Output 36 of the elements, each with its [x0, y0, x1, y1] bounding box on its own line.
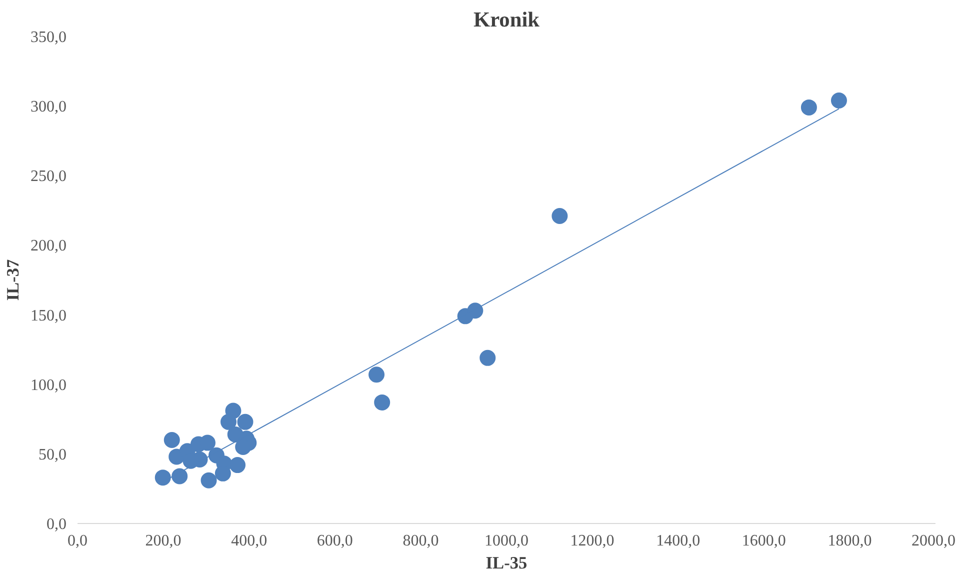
chart-title: Kronik — [474, 8, 540, 32]
y-tick-label: 200,0 — [30, 238, 66, 255]
point — [237, 414, 254, 430]
point — [467, 302, 484, 319]
y-tick-label: 0,0 — [46, 516, 66, 533]
x-tick-label: 800,0 — [402, 532, 439, 550]
x-tick-label: 2000,0 — [912, 532, 956, 550]
point — [368, 366, 385, 383]
point — [172, 468, 188, 484]
point — [154, 470, 171, 486]
point — [164, 432, 180, 448]
y-tick-label: 350,0 — [30, 29, 66, 46]
x-tick-label: 400,0 — [231, 532, 268, 550]
x-tick-label: 1400,0 — [656, 532, 700, 550]
point — [830, 92, 847, 108]
y-tick-label: 150,0 — [30, 307, 66, 324]
point — [552, 208, 568, 224]
y-axis-title: IL-37 — [4, 258, 22, 301]
x-tick-label: 1000,0 — [484, 532, 528, 550]
x-tick-label: 200,0 — [145, 532, 182, 550]
x-axis-title: IL-35 — [486, 554, 528, 572]
y-tick-label: 250,0 — [30, 168, 66, 186]
y-tick-label: 300,0 — [30, 98, 66, 116]
x-tick-label: 600,0 — [316, 532, 353, 550]
y-tick-label: 50,0 — [38, 446, 66, 464]
x-tick-label: 1200,0 — [570, 532, 614, 550]
x-tick-label: 1600,0 — [742, 532, 786, 550]
x-tick-label: 0,0 — [68, 532, 88, 550]
point — [200, 472, 217, 488]
y-tick-label: 100,0 — [30, 376, 66, 394]
point — [374, 394, 390, 410]
point — [230, 457, 246, 474]
point — [800, 99, 817, 116]
point — [220, 414, 237, 430]
point — [480, 350, 496, 366]
x-tick-label: 1800,0 — [828, 532, 872, 550]
